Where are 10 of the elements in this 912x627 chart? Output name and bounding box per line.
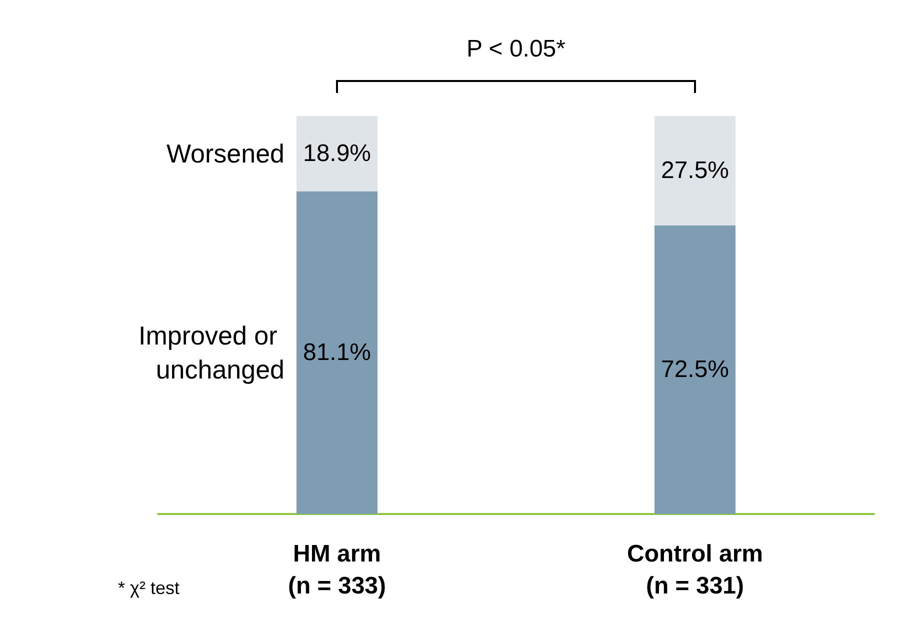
data-label: 81.1% [302, 339, 372, 366]
data-label: 27.5% [660, 157, 730, 184]
data-label: 72.5% [660, 356, 730, 384]
series-label: Worsened [166, 138, 284, 169]
x-tick-label: HM arm (n = 333) [288, 540, 386, 600]
data-label: 18.9% [302, 140, 372, 168]
text: * χ² test [118, 578, 180, 598]
series-label: Improved or unchanged [138, 320, 284, 385]
text: P < 0.05* [466, 36, 566, 62]
x-tick-label: Control arm (n = 331) [626, 540, 764, 600]
